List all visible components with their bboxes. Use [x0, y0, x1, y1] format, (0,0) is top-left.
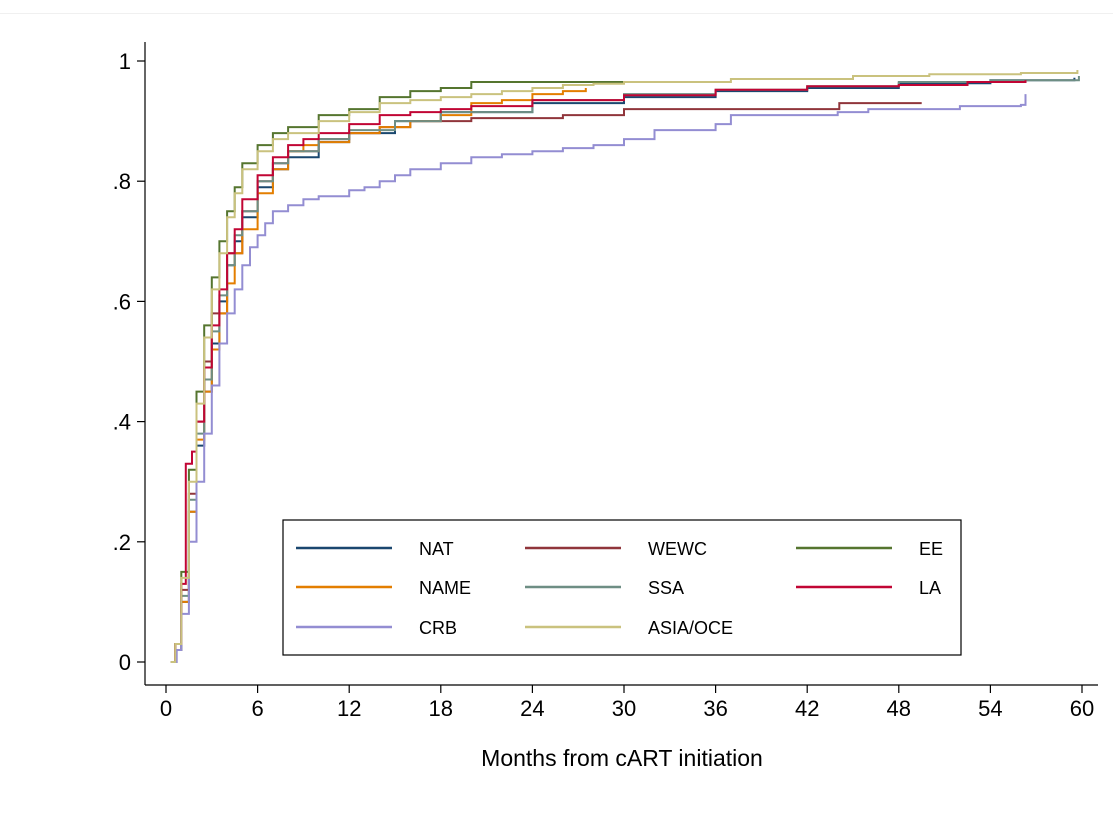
x-tick-label: 6: [251, 696, 263, 721]
x-tick-label: 0: [160, 696, 172, 721]
series-line-ee: [170, 81, 678, 663]
legend-label-crb: CRB: [419, 618, 457, 638]
x-tick-label: 18: [429, 696, 453, 721]
legend-label-name: NAME: [419, 578, 471, 598]
legend-label-wewc: WEWC: [648, 539, 707, 559]
x-tick-label: 60: [1070, 696, 1094, 721]
x-tick-label: 24: [520, 696, 544, 721]
series-line-asia-oce: [170, 70, 1079, 663]
legend-label-ee: EE: [919, 539, 943, 559]
x-tick-label: 42: [795, 696, 819, 721]
top-band: [0, 0, 1113, 14]
x-tick-label: 48: [887, 696, 911, 721]
y-tick-label: 0: [119, 650, 131, 675]
x-tick-label: 54: [978, 696, 1002, 721]
y-tick-label: .4: [113, 410, 131, 435]
x-axis-title: Months from cART initiation: [481, 745, 763, 771]
x-tick-label: 12: [337, 696, 361, 721]
axes: 0 .2 .4 .6 .8 1 0 6 12 18 24 30 36 42 48 54 60: [113, 42, 1098, 721]
legend-label-asia-oce: ASIA/OCE: [648, 618, 733, 638]
legend-label-ssa: SSA: [648, 578, 684, 598]
series-line-crb: [170, 94, 1027, 663]
x-tick-label: 36: [703, 696, 727, 721]
y-tick-label: .2: [113, 530, 131, 555]
plot-lines: [170, 70, 1080, 663]
y-tick-label: 1: [119, 49, 131, 74]
y-tick-label: .6: [113, 289, 131, 314]
legend-label-la: LA: [919, 578, 941, 598]
legend: NAT WEWC EE NAME SSA LA CRB ASIA/OCE: [282, 519, 962, 656]
x-tick-label: 30: [612, 696, 636, 721]
y-tick-label: .8: [113, 169, 131, 194]
legend-label-nat: NAT: [419, 539, 454, 559]
